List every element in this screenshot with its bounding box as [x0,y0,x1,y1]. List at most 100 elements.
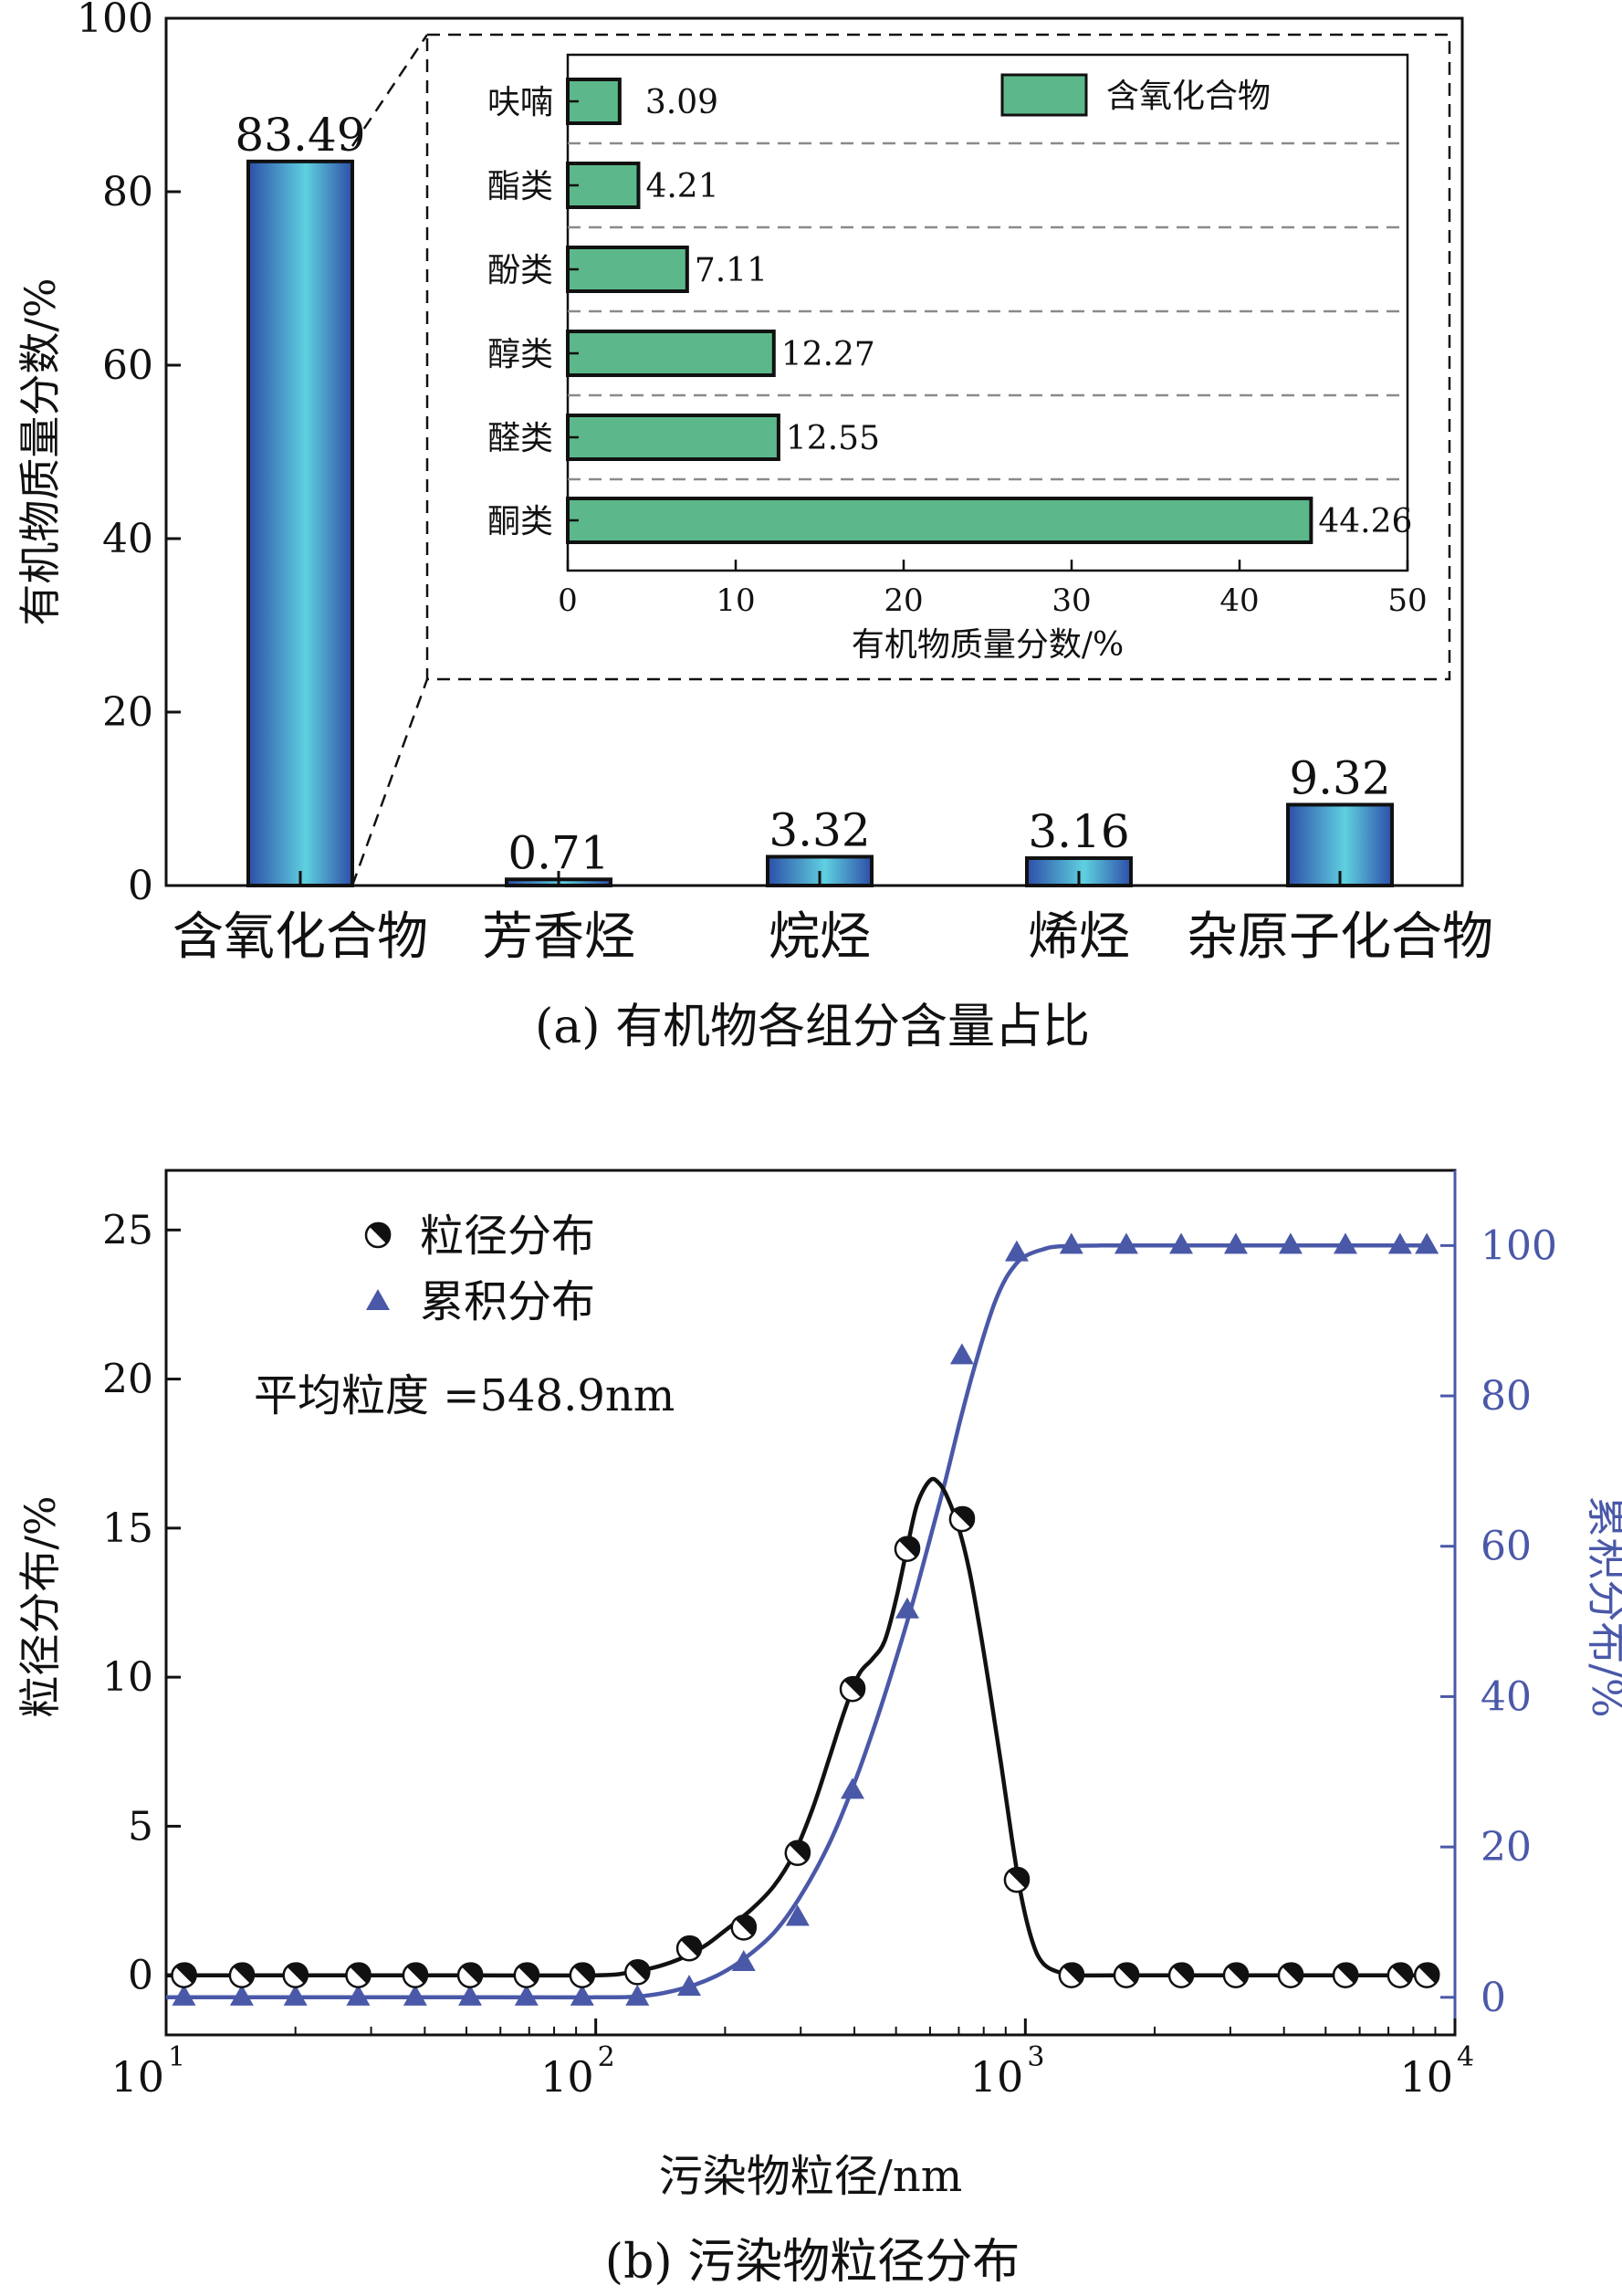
left-y-tick-label: 25 [102,1207,153,1253]
inset-legend: 含氧化合物 [1000,73,1271,117]
inset-bars: 呋喃 3.09 酯类 4.21 酚类 7.11 醇类 12.27 醛类 12.55 酮类 44.26 [487,78,1412,544]
size-distribution-point-shade [898,1536,921,1557]
chart-b-caption: (b) 污染物粒径分布 [605,2235,1020,2290]
inset-x-tick-label: 10 [716,582,755,619]
category-label: 烯烃 [1028,907,1130,967]
cumulative-point [1114,1232,1138,1254]
size-distribution-point-shade [1227,1962,1250,1984]
size-distribution-point-shade [1117,1962,1140,1984]
inset-bar-value-label: 12.27 [781,336,875,373]
right-y-tick-label: 40 [1481,1673,1532,1720]
inset-x-tick-label: 30 [1052,582,1091,619]
chart-b-x-axis-label: 污染物粒径/nm [659,2151,963,2202]
inset-category-label: 酯类 [487,168,553,205]
inset-category-label: 酚类 [487,252,553,289]
chart-b-legend: 粒径分布 累积分布 [364,1211,595,1327]
x-tick-label-exponent: 2 [598,2041,615,2073]
size-distribution-point-shade [518,1962,540,1984]
size-distribution-point-shade [287,1962,309,1984]
inset-bar-醇类 [566,330,776,377]
size-distribution-point-shade [953,1505,976,1528]
size-distribution-point-shade [1008,1866,1031,1889]
inset-bar-value-label: 12.55 [786,420,880,457]
chart-b-curves [165,1243,1428,2000]
right-y-tick-label: 80 [1481,1373,1532,1420]
cumulative-point [1169,1232,1194,1254]
category-label: 含氧化合物 [173,907,428,967]
cumulative-curve [165,1243,1428,2000]
x-tick-label-exponent: 4 [1457,2041,1474,2073]
cumulative-point [731,1949,756,1971]
cumulative-point [625,1984,650,2006]
size-distribution-point-shade [735,1914,758,1936]
x-tick-label-exponent: 1 [168,2041,185,2073]
inset-x-tick-label: 40 [1219,582,1259,619]
inset-bar-value-label: 7.11 [695,252,768,289]
inset-x-axis: 0 10 20 30 40 50 [558,560,1428,619]
cumulative-point [785,1904,810,1926]
chart-a-y-tick-label: 60 [102,342,153,389]
inset-x-axis-label: 有机物质量分数/% [852,626,1124,664]
chart-a-y-axis-label: 有机物质量分数/% [16,278,65,625]
inset-category-label: 醛类 [487,420,553,457]
inset-x-tick-label: 0 [558,582,578,619]
cumulative-point [677,1975,702,1997]
inset-frame [566,53,1409,572]
x-tick-label-base: 10 [970,2052,1024,2102]
legend-circle-shade [369,1221,392,1244]
cumulative-point [1278,1232,1303,1254]
size-distribution-point-shade [1062,1962,1085,1984]
bar-value-label: 83.49 [235,109,365,162]
chart-a-y-tick-label: 100 [77,0,153,42]
bar-含氧化合物 [246,159,354,888]
left-y-tick-label: 15 [102,1505,153,1552]
size-distribution-point-shade [1172,1962,1195,1984]
size-distribution-point-shade [461,1962,484,1984]
bar-value-label: 3.16 [1028,805,1129,858]
chart-a-y-tick-label: 80 [102,169,153,215]
inset-category-label: 酮类 [487,503,553,540]
cumulative-point [1059,1232,1083,1254]
right-y-tick-label: 20 [1481,1824,1532,1871]
chart-a-y-axis: 0 20 40 60 80 100 [77,0,181,909]
x-tick-label-exponent: 3 [1027,2041,1044,2073]
size-distribution-point-shade [1391,1962,1414,1984]
inset-bar-value-label: 4.21 [645,168,718,205]
cumulative-point [283,1984,308,2006]
inset-bar-value-label: 3.09 [645,84,718,121]
chart-a-y-tick-label: 0 [128,863,153,909]
size-distribution-point-shade [175,1962,197,1984]
inset-bar-醛类 [566,414,780,461]
cumulative-point [514,1984,539,2006]
cumulative-point [840,1777,864,1799]
category-label: 芳香烃 [482,907,635,967]
size-distribution-point-shade [1282,1962,1304,1984]
left-y-tick-label: 20 [102,1357,153,1403]
legend-label-size-distribution: 粒径分布 [420,1211,595,1262]
chart-a-y-tick-label: 20 [102,689,153,736]
chart-b-left-y-label: 粒径分布/% [16,1495,65,1717]
left-y-tick-label: 5 [128,1803,153,1850]
cumulative-point [949,1343,974,1365]
size-distribution-point-shade [233,1962,256,1984]
size-distribution-point-shade [573,1962,596,1984]
inset-grid [568,142,1407,481]
cumulative-point [570,1984,594,2006]
cumulative-point [172,1984,196,2006]
category-label: 烷烃 [769,907,871,967]
cumulative-point [1415,1232,1439,1254]
chart-b-frame [164,1169,1457,2037]
right-y-tick-label: 60 [1481,1524,1532,1570]
zoom-connector-bottom [351,678,429,886]
cumulative-point [346,1984,371,2006]
cumulative-point [458,1984,483,2006]
x-tick-label-base: 10 [540,2052,594,2102]
inset-bar-酮类 [566,497,1313,544]
right-y-tick-label: 0 [1481,1975,1506,2021]
chart-b-annotation: 平均粒度 =548.9nm [254,1370,675,1421]
cumulative-point [1334,1232,1358,1254]
